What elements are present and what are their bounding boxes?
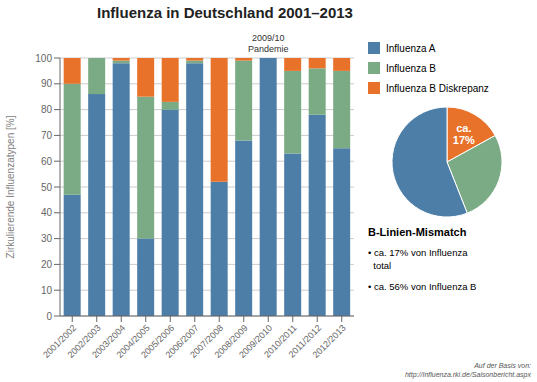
svg-text:30: 30 xyxy=(41,233,53,244)
svg-text:2009/10Pandemie: 2009/10Pandemie xyxy=(248,33,289,54)
svg-text:90: 90 xyxy=(41,78,53,89)
svg-text:2003/2004: 2003/2004 xyxy=(90,322,128,360)
svg-text:60: 60 xyxy=(41,156,53,167)
svg-text:10: 10 xyxy=(41,285,53,296)
svg-text:70: 70 xyxy=(41,130,53,141)
html-text:Influenza B Diskrepanz: Influenza B Diskrepanz xyxy=(386,82,489,94)
svg-text:2004/2005: 2004/2005 xyxy=(114,322,152,360)
svg-text:ca.17%: ca.17% xyxy=(453,122,475,146)
svg-text:0: 0 xyxy=(46,311,52,322)
svg-text:2009/2010: 2009/2010 xyxy=(237,322,275,360)
svg-text:2008/2009: 2008/2009 xyxy=(212,322,250,360)
html-text:Influenza in Deutschland 2001–: Influenza in Deutschland 2001–2013 xyxy=(97,4,353,21)
html-text:• ca. 17% von Influenza total: • ca. 17% von Influenza total xyxy=(368,247,468,271)
svg-text:2007/2008: 2007/2008 xyxy=(188,322,226,360)
svg-text:100: 100 xyxy=(35,53,52,64)
html-text:Auf der Basis von: http://Infl: Auf der Basis von: http://Influenza.rki.… xyxy=(404,362,531,378)
svg-text:2001/2002: 2001/2002 xyxy=(41,322,79,360)
svg-text:40: 40 xyxy=(41,207,53,218)
svg-text:80: 80 xyxy=(41,104,53,115)
svg-text:2005/2006: 2005/2006 xyxy=(139,322,177,360)
html-text:Influenza A: Influenza A xyxy=(386,42,436,54)
html-text:Influenza B: Influenza B xyxy=(386,62,436,74)
svg-text:2010/2011: 2010/2011 xyxy=(262,322,299,360)
html-text:B-Linien-Mismatch: B-Linien-Mismatch xyxy=(368,226,467,238)
svg-text:2011/2012: 2011/2012 xyxy=(286,322,324,360)
svg-text:50: 50 xyxy=(41,182,53,193)
svg-text:20: 20 xyxy=(41,259,53,270)
svg-text:Zirkulierende Influenzatypen [: Zirkulierende Influenzatypen [%] xyxy=(8,115,16,258)
svg-text:2006/2007: 2006/2007 xyxy=(163,322,201,360)
html-text:• ca. 56% von Influenza B: • ca. 56% von Influenza B xyxy=(368,281,477,292)
svg-text:2012/2013: 2012/2013 xyxy=(311,323,348,360)
svg-text:2002/2003: 2002/2003 xyxy=(65,322,103,360)
